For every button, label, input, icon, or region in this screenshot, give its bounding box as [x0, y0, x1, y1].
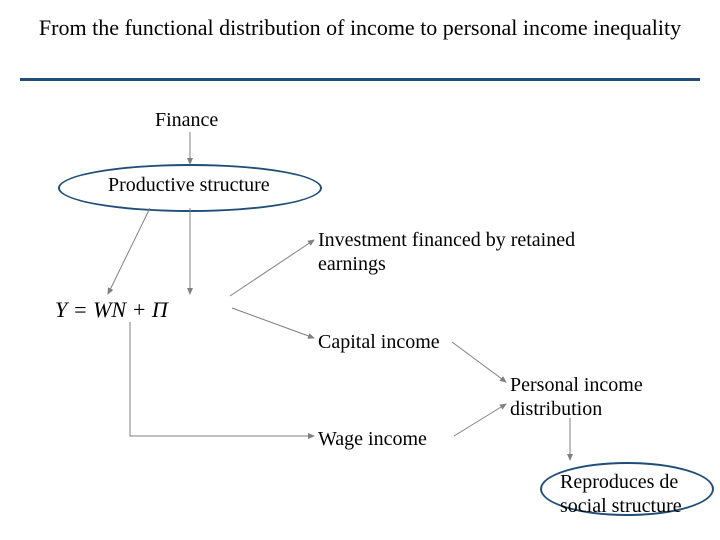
page-title: From the functional distribution of inco…	[0, 14, 720, 42]
label-wage-income: Wage income	[318, 427, 427, 451]
label-reproduces: Reproduces de social structure	[560, 470, 682, 518]
arrow-capital-to-personal	[452, 342, 506, 382]
label-productive-structure: Productive structure	[108, 173, 270, 197]
label-investment: Investment financed by retained earnings	[318, 228, 575, 276]
arrow-formula-to-invest	[230, 240, 314, 296]
label-finance: Finance	[155, 108, 218, 132]
label-capital-income: Capital income	[318, 330, 440, 354]
arrow-ps-to-formula-1	[108, 208, 150, 294]
arrow-formula-to-wage	[130, 322, 314, 436]
label-personal-income: Personal income distribution	[510, 373, 643, 421]
arrow-formula-to-capital	[232, 308, 314, 338]
arrow-wage-to-personal	[454, 404, 506, 436]
formula-income: Y = WN + Π	[55, 297, 168, 323]
title-underline	[20, 78, 700, 81]
